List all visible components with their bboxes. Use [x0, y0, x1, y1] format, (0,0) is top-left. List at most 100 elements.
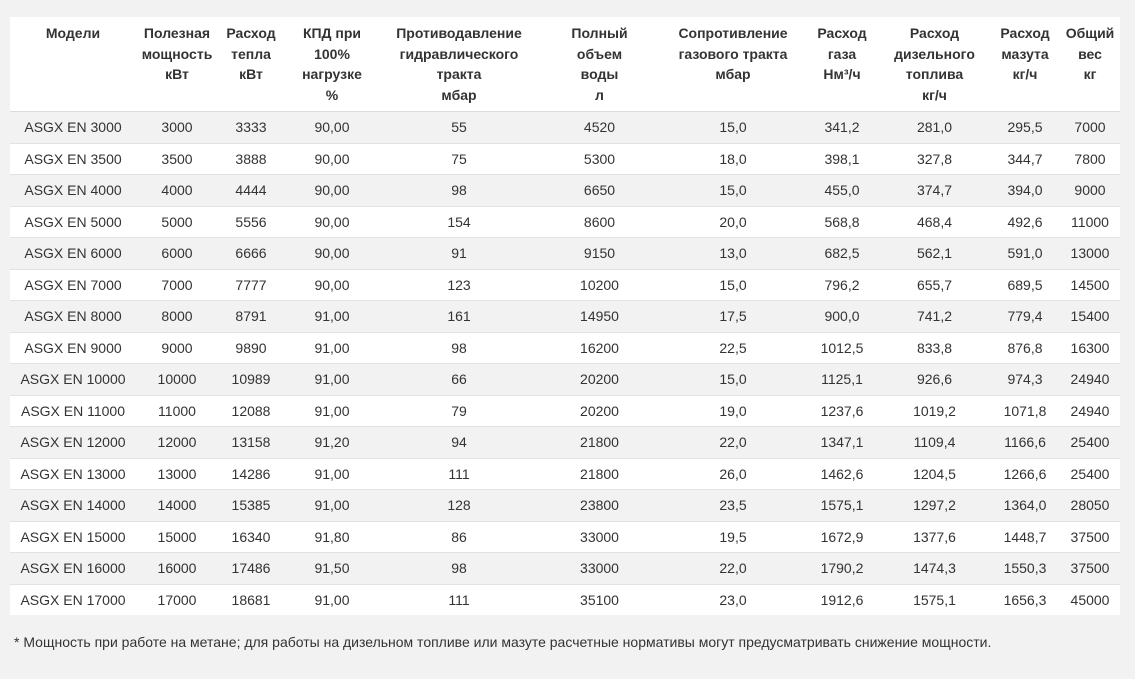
table-cell: 18,0 [661, 142, 805, 175]
table-cell: 90,00 [284, 237, 380, 269]
table-cell: 14000 [136, 489, 218, 521]
table-cell: 66 [380, 363, 538, 395]
table-cell: 98 [380, 552, 538, 584]
table-cell: 1448,7 [990, 520, 1060, 553]
table-cell: 24940 [1060, 394, 1120, 427]
table-cell: 91,00 [284, 331, 380, 364]
table-cell: 5000 [136, 205, 218, 238]
table-cell: 468,4 [879, 205, 990, 238]
table-cell: 17486 [218, 552, 284, 584]
table-cell: 13000 [136, 457, 218, 490]
header-line: мбар [715, 66, 751, 82]
header-line: вес [1078, 45, 1102, 62]
header-line: воды [580, 66, 619, 82]
table-cell: 4000 [136, 174, 218, 206]
table-cell: 562,1 [879, 237, 990, 269]
header-line: Противодавление [396, 25, 522, 41]
table-cell: 111 [380, 457, 538, 490]
table-cell: 7000 [136, 268, 218, 301]
table-row: ASGX EN 9000 9000 9890 91,00 98 16200 22,5 1012… [10, 331, 1120, 364]
table-cell: 161 [380, 300, 538, 332]
table-cell: 14950 [538, 300, 661, 332]
table-cell: 7000 [1060, 111, 1120, 143]
table-cell: 35100 [538, 583, 661, 615]
table-row: ASGX EN 13000 13000 14286 91,00 111 21800 26,0… [10, 457, 1120, 490]
table-cell: 154 [380, 205, 538, 238]
table-cell: 796,2 [805, 268, 879, 301]
table-cell: 98 [380, 174, 538, 206]
header-line: Полезная [143, 25, 211, 41]
table-cell: 1575,1 [805, 489, 879, 521]
table-row: ASGX EN 3500 3500 3888 90,00 75 5300 18,0 398,1… [10, 142, 1120, 175]
table-cell: 1012,5 [805, 331, 879, 364]
table-cell: 25400 [1060, 426, 1120, 458]
table-cell: 327,8 [879, 142, 990, 175]
header-line: Модели [45, 25, 101, 41]
model-cell: ASGX EN 15000 [10, 520, 136, 553]
column-header: Полный объем воды л [538, 17, 661, 112]
table-cell: 111 [380, 583, 538, 615]
table-cell: 90,00 [284, 142, 380, 175]
model-cell: ASGX EN 16000 [10, 552, 136, 584]
table-cell: 876,8 [990, 331, 1060, 364]
table-cell: 91,00 [284, 300, 380, 332]
table-cell: 21800 [538, 426, 661, 458]
table-cell: 1204,5 [879, 457, 990, 490]
header-line: мазута [1001, 45, 1049, 62]
table-cell: 8000 [136, 300, 218, 332]
table-cell: 5300 [538, 142, 661, 175]
table-cell: 1297,2 [879, 489, 990, 521]
header-line: Общий [1065, 25, 1115, 41]
header-line: кВт [165, 66, 189, 82]
table-cell: 16340 [218, 520, 284, 553]
table-cell: 12088 [218, 394, 284, 427]
table-cell: 3333 [218, 111, 284, 143]
table-cell: 4520 [538, 111, 661, 143]
header-line: газового тракта [678, 45, 788, 62]
table-cell: 23,0 [661, 583, 805, 615]
table-cell: 91,00 [284, 583, 380, 615]
table-cell: 295,5 [990, 111, 1060, 143]
column-header: Расход мазута кг/ч [990, 17, 1060, 112]
table-cell: 9000 [1060, 174, 1120, 206]
table-cell: 20200 [538, 394, 661, 427]
table-cell: 94 [380, 426, 538, 458]
table-cell: 91,00 [284, 489, 380, 521]
table-cell: 22,5 [661, 331, 805, 364]
table-cell: 1109,4 [879, 426, 990, 458]
table-cell: 655,7 [879, 268, 990, 301]
table-row: ASGX EN 16000 16000 17486 91,50 98 33000 22,0 1… [10, 552, 1120, 584]
table-cell: 1266,6 [990, 457, 1060, 490]
model-cell: ASGX EN 9000 [10, 331, 136, 364]
table-cell: 974,3 [990, 363, 1060, 395]
table-row: ASGX EN 4000 4000 4444 90,00 98 6650 15,0 455,0… [10, 174, 1120, 206]
table-cell: 1790,2 [805, 552, 879, 584]
table-cell: 14500 [1060, 268, 1120, 301]
table-cell: 1071,8 [990, 394, 1060, 427]
table-cell: 90,00 [284, 111, 380, 143]
header-line: 100% [314, 45, 350, 62]
table-cell: 91,00 [284, 363, 380, 395]
model-cell: ASGX EN 12000 [10, 426, 136, 458]
table-cell: 682,5 [805, 237, 879, 269]
table-cell: 15,0 [661, 268, 805, 301]
table-cell: 8600 [538, 205, 661, 238]
table-cell: 19,5 [661, 520, 805, 553]
table-cell: 6666 [218, 237, 284, 269]
table-cell: 19,0 [661, 394, 805, 427]
header-line: кг/ч [1012, 66, 1038, 82]
table-row: ASGX EN 11000 11000 12088 91,00 79 20200 19,0 1… [10, 394, 1120, 427]
column-header: Модели [10, 17, 136, 112]
boiler-spec-table: Модели Полезная мощность кВт Расход тепла кВт К… [10, 17, 1120, 615]
table-cell: 900,0 [805, 300, 879, 332]
column-header: КПД при 100% нагрузке% [284, 17, 380, 112]
table-cell: 9890 [218, 331, 284, 364]
table-cell: 15385 [218, 489, 284, 521]
table-cell: 281,0 [879, 111, 990, 143]
header-line: нагрузке [302, 66, 362, 82]
table-cell: 455,0 [805, 174, 879, 206]
table-row: ASGX EN 7000 7000 7777 90,00 123 10200 15,0 796… [10, 268, 1120, 301]
footnote: * Мощность при работе на метане; для раб… [14, 634, 992, 650]
table-cell: 11000 [1060, 205, 1120, 238]
table-cell: 20200 [538, 363, 661, 395]
